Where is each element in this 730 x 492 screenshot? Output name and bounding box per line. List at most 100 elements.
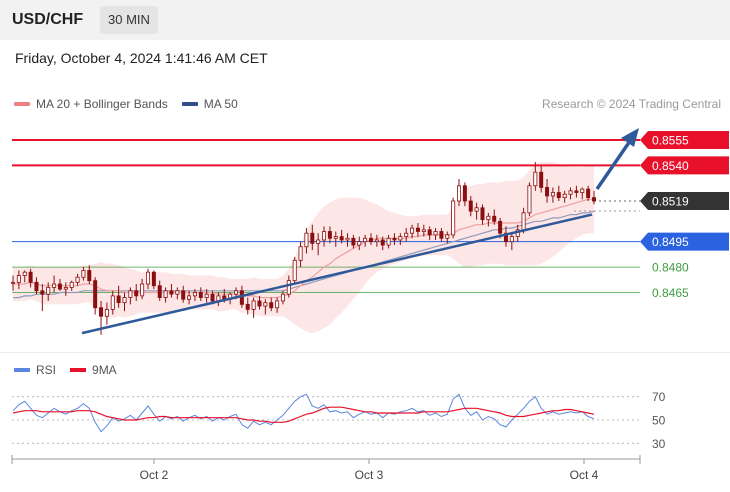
candle bbox=[550, 187, 555, 203]
candle-body bbox=[486, 215, 491, 221]
candle-body bbox=[99, 307, 104, 317]
level-label: 0.8555 bbox=[652, 134, 689, 148]
candle-body bbox=[550, 192, 555, 197]
candle-body bbox=[586, 188, 591, 199]
candle-body bbox=[521, 212, 526, 231]
candle-body bbox=[263, 302, 268, 307]
candle bbox=[257, 295, 262, 310]
candle bbox=[451, 197, 456, 239]
rsi-level-label: 50 bbox=[652, 414, 666, 428]
candle-body bbox=[34, 281, 39, 292]
candle bbox=[556, 185, 561, 202]
candle-body bbox=[93, 280, 98, 309]
legend-ma50-label: MA 50 bbox=[203, 97, 238, 111]
candle-body bbox=[304, 232, 309, 248]
candle-body bbox=[462, 185, 467, 202]
candle bbox=[474, 202, 479, 220]
level-label: 0.8519 bbox=[652, 195, 689, 209]
candle bbox=[368, 233, 373, 246]
candle bbox=[69, 280, 74, 291]
candle bbox=[580, 187, 585, 200]
x-tick-label: Oct 4 bbox=[570, 468, 599, 482]
candle bbox=[574, 185, 579, 198]
candle bbox=[52, 275, 57, 293]
candle-body bbox=[357, 241, 362, 246]
candle-body bbox=[468, 200, 473, 212]
candle bbox=[374, 234, 379, 247]
candle-body bbox=[239, 290, 244, 305]
candle bbox=[280, 290, 285, 305]
legend-9ma-label: 9MA bbox=[92, 363, 117, 377]
candle bbox=[116, 285, 121, 308]
candle bbox=[192, 289, 197, 301]
candle bbox=[122, 292, 127, 312]
candle-body bbox=[345, 237, 350, 241]
candle-body bbox=[104, 309, 109, 317]
candle-body bbox=[351, 237, 356, 246]
candle bbox=[263, 299, 268, 315]
timeframe-button[interactable]: 30 MIN bbox=[100, 6, 158, 34]
candle-body bbox=[433, 231, 438, 236]
candle-body bbox=[204, 293, 209, 298]
candle bbox=[93, 277, 98, 315]
ma20-swatch-icon bbox=[14, 102, 30, 106]
candle bbox=[480, 204, 485, 225]
candle bbox=[28, 268, 33, 288]
candle bbox=[310, 224, 315, 251]
forecast-arrow-head bbox=[621, 128, 639, 147]
candle bbox=[198, 287, 203, 301]
candle-body bbox=[374, 239, 379, 243]
candle bbox=[392, 233, 397, 246]
candle-body bbox=[380, 239, 385, 246]
candle bbox=[275, 297, 280, 313]
candle-body bbox=[87, 270, 92, 282]
candle-body bbox=[251, 300, 256, 310]
level-tag-0.8555 bbox=[640, 131, 729, 150]
candle-body bbox=[439, 231, 444, 239]
candle-body bbox=[533, 171, 538, 187]
candle bbox=[187, 290, 192, 305]
legend-ma20-label: MA 20 + Bollinger Bands bbox=[36, 97, 168, 111]
rsi-ma-line bbox=[12, 406, 595, 423]
candle-body bbox=[333, 236, 338, 239]
candle-body bbox=[181, 290, 186, 300]
candle-body bbox=[16, 275, 21, 283]
datetime-label: Friday, October 4, 2024 1:41:46 AM CET bbox=[15, 50, 268, 66]
candle bbox=[57, 278, 62, 291]
level-label: 0.8495 bbox=[652, 235, 689, 249]
candle-body bbox=[128, 290, 133, 298]
candle bbox=[169, 284, 174, 298]
candle bbox=[398, 233, 403, 246]
candle-body bbox=[116, 295, 121, 304]
candle bbox=[181, 285, 186, 303]
candle bbox=[134, 284, 139, 301]
candle bbox=[163, 287, 168, 303]
candle bbox=[363, 234, 368, 247]
candle-body bbox=[492, 215, 497, 222]
candle-body bbox=[386, 237, 391, 246]
candle bbox=[87, 265, 92, 285]
candle-body bbox=[339, 236, 344, 241]
candle bbox=[527, 182, 532, 217]
panel-divider bbox=[0, 352, 730, 353]
top-bar: USD/CHF 30 MIN bbox=[0, 0, 730, 40]
candle-body bbox=[592, 197, 597, 202]
candle-body bbox=[140, 283, 145, 297]
candle-body bbox=[175, 290, 180, 295]
candle-body bbox=[363, 237, 368, 243]
candle bbox=[304, 228, 309, 254]
candle-body bbox=[245, 303, 250, 310]
candle bbox=[351, 234, 356, 249]
candle bbox=[345, 233, 350, 247]
candle-body bbox=[192, 292, 197, 297]
candle-body bbox=[527, 185, 532, 214]
candle-body bbox=[415, 227, 420, 232]
candle bbox=[427, 226, 432, 240]
legend-item-ma50: MA 50 bbox=[181, 97, 238, 111]
candle-body bbox=[451, 200, 456, 236]
candle-body bbox=[545, 187, 550, 197]
candle bbox=[316, 233, 321, 256]
rsi-line bbox=[12, 393, 595, 433]
legend-item-rsi: RSI bbox=[14, 363, 56, 377]
